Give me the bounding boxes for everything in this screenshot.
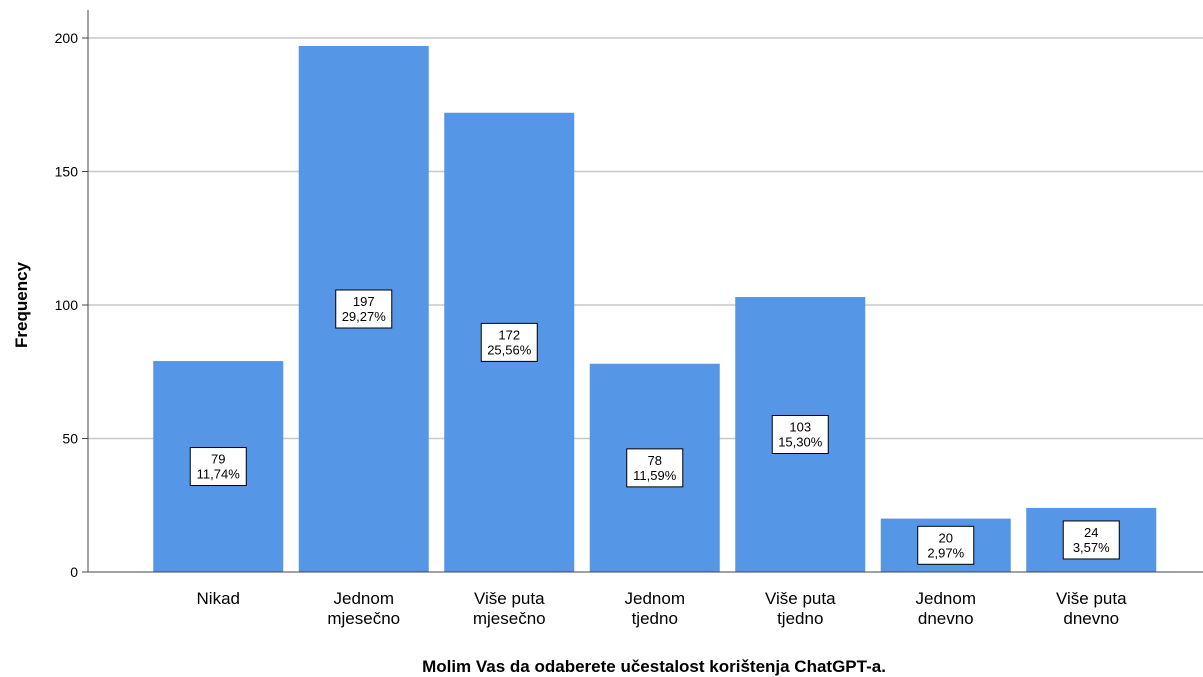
data-label-box xyxy=(626,448,684,488)
y-tick-label: 50 xyxy=(62,431,78,447)
x-category-label: mjesečno xyxy=(473,609,546,628)
x-category-label: dnevno xyxy=(918,609,974,628)
data-label-value: 24 xyxy=(1084,525,1098,540)
data-label-percent: 3,57% xyxy=(1073,540,1110,555)
x-category-label: Jednom xyxy=(916,589,976,608)
x-category-label: Jednom xyxy=(334,589,394,608)
x-category-label: Više puta xyxy=(474,589,545,608)
data-label-percent: 2,97% xyxy=(927,545,964,560)
y-axis-title: Frequency xyxy=(12,261,31,348)
x-category-label: Jednom xyxy=(625,589,685,608)
data-label-value: 20 xyxy=(939,530,953,545)
x-category-label: Više puta xyxy=(765,589,836,608)
data-label-value: 79 xyxy=(211,452,225,467)
data-label-value: 78 xyxy=(648,453,662,468)
x-axis-title: Molim Vas da odaberete učestalost korišt… xyxy=(422,657,886,676)
y-tick-label: 150 xyxy=(55,164,79,180)
data-label-percent: 25,56% xyxy=(487,342,532,357)
data-label-value: 197 xyxy=(353,294,375,309)
x-category-label: tjedno xyxy=(632,609,678,628)
data-label-percent: 15,30% xyxy=(778,434,823,449)
y-tick-labels: 0 50 100 150 200 xyxy=(55,30,88,580)
data-label-box xyxy=(480,322,538,362)
y-tick-label: 100 xyxy=(55,297,79,313)
x-category-label: mjesečno xyxy=(327,609,400,628)
data-label-percent: 11,74% xyxy=(197,467,241,482)
x-category-label: tjedno xyxy=(777,609,823,628)
bars xyxy=(153,46,1157,572)
x-category-label: Više puta xyxy=(1056,589,1127,608)
data-label-percent: 11,59% xyxy=(633,468,677,483)
data-label-percent: 29,27% xyxy=(342,309,387,324)
y-tick-label: 0 xyxy=(70,564,78,580)
data-label-box xyxy=(917,525,975,565)
x-category-label: dnevno xyxy=(1063,609,1119,628)
data-label-box xyxy=(1062,520,1120,560)
x-category-label: Nikad xyxy=(197,589,240,608)
data-label-value: 172 xyxy=(498,327,520,342)
data-label-box xyxy=(335,289,393,329)
bar-data-label: 202,97% xyxy=(917,525,975,565)
data-label-value: 103 xyxy=(789,419,811,434)
data-label-box xyxy=(189,447,247,487)
axes xyxy=(87,10,1203,573)
y-tick-label: 200 xyxy=(55,30,79,46)
bar-data-label: 243,57% xyxy=(1062,520,1120,560)
data-label-box xyxy=(771,414,829,454)
